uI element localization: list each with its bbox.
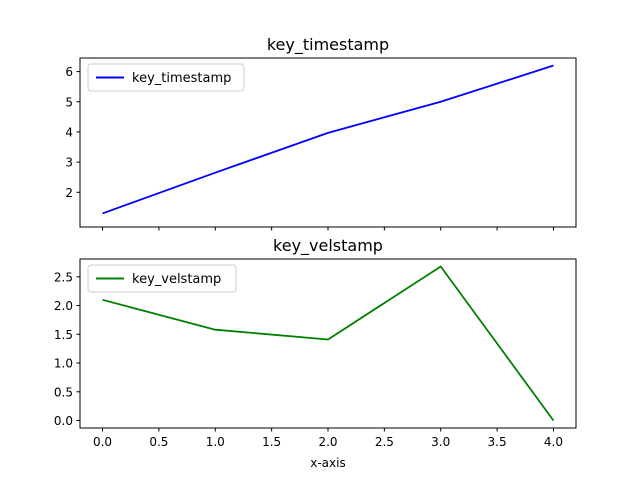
axes-frame: [79, 57, 577, 228]
legend: key_velstamp: [87, 264, 237, 293]
x-tick-label: 2.5: [375, 435, 394, 449]
legend-box: [87, 264, 237, 293]
x-tick-label: 4.0: [544, 435, 563, 449]
y-tick-label: 6: [65, 65, 73, 79]
y-tick-label: 2.5: [54, 270, 73, 284]
x-tick-label: 3.5: [488, 435, 507, 449]
subplot-title: key_timestamp: [267, 35, 389, 55]
y-tick-label: 5: [65, 95, 73, 109]
y-tick-label: 2.0: [54, 299, 73, 313]
x-tick-label: 1.0: [206, 435, 225, 449]
subplot-title: key_velstamp: [273, 236, 383, 256]
x-tick-label: 0.5: [149, 435, 168, 449]
axes-frame: [79, 258, 577, 429]
tick-layer: 2 3 4 5 6: [65, 65, 554, 231]
subplot-key-timestamp: key_timestamp 2 3 4 5 6 key_timestamp: [65, 35, 577, 231]
legend-label-key-timestamp: key_timestamp: [132, 71, 231, 86]
y-tick-label: 0.0: [54, 414, 73, 428]
x-tick-label: 1.5: [262, 435, 281, 449]
series-layer: [102, 64, 554, 215]
legend-label-key-velstamp: key_velstamp: [132, 272, 221, 287]
y-tick-label: 4: [65, 125, 73, 139]
legend: key_timestamp: [87, 63, 245, 92]
tick-layer: 0.0 0.5 1.0 1.5 2.0 2.5 0.0 0.5 1.0 1.5 2.0 2.5 3.0 3…: [54, 270, 563, 449]
x-tick-label: 0.0: [93, 435, 112, 449]
series-line: [102, 64, 554, 215]
legend-box: [87, 63, 245, 92]
y-tick-label: 1.0: [54, 357, 73, 371]
series-layer: [102, 265, 555, 422]
y-tick-label: 3: [65, 156, 73, 170]
y-tick-label: 1.5: [54, 328, 73, 342]
y-tick-label: 0.5: [54, 385, 73, 399]
x-tick-label: 2.0: [318, 435, 337, 449]
y-tick-label: 2: [65, 186, 73, 200]
subplot-key-velstamp: key_velstamp 0.0 0.5 1.0 1.5 2.0 2.5 0.0 0.5 1.0…: [54, 236, 577, 470]
x-tick-label: 3.0: [431, 435, 450, 449]
x-axis-label: x-axis: [310, 456, 345, 470]
series-line: [102, 265, 555, 422]
